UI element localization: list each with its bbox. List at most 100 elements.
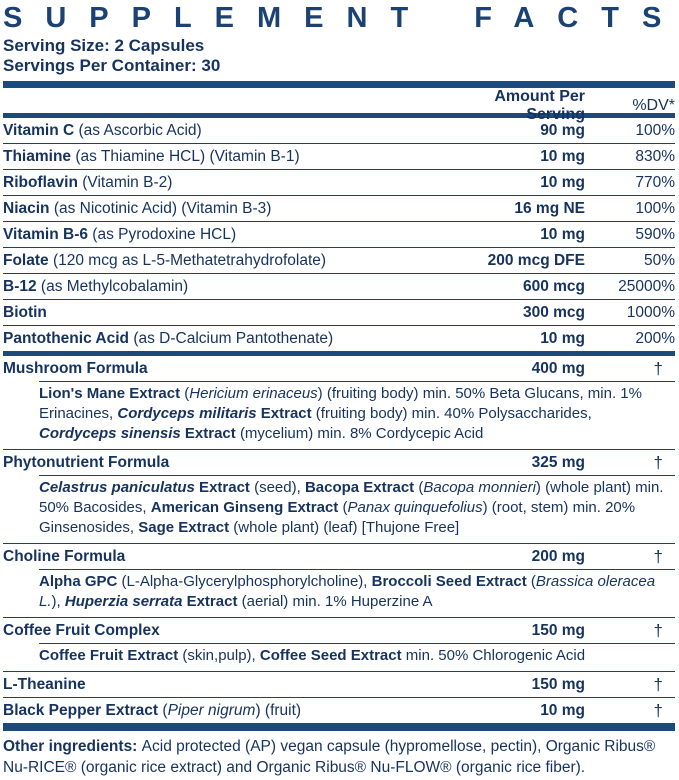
ingredient-dv: † (653, 452, 663, 472)
text-segment: B-12 (3, 277, 41, 295)
ingredient-dv: 200% (635, 329, 675, 347)
table-row: Black Pepper Extract (Piper nigrum) (fru… (3, 698, 675, 723)
text-segment: (120 mcg as L-5-Methatetrahydrofolate) (52, 251, 327, 269)
ingredient-name: Coffee Fruit Complex (3, 622, 435, 640)
text-segment: Cordyceps sinensis (39, 425, 181, 442)
text-segment: Mushroom Formula (3, 359, 148, 377)
ingredient-amount: 150 mg (531, 675, 585, 693)
table-row: Vitamin C (as Ascorbic Acid) 90 mg 100% (3, 118, 675, 143)
text-segment: Thiamine (3, 147, 76, 165)
row-rule (3, 195, 675, 196)
ingredient-name: Biotin (3, 304, 435, 322)
text-segment: (as D-Calcium Pantothenate) (133, 329, 334, 347)
ingredient-amount: 600 mcg (522, 277, 585, 295)
column-header-amount: Amount Per Serving (494, 88, 585, 123)
row-rule (3, 697, 675, 698)
ingredient-dv: † (653, 546, 663, 566)
row-rule (3, 449, 675, 450)
ingredient-amount: 300 mcg (522, 303, 585, 321)
text-segment: Hericium erinaceus (189, 385, 318, 402)
facts-table: Vitamin C (as Ascorbic Acid) 90 mg 100% Thi… (3, 118, 675, 731)
text-segment: Lion's Mane Extract (39, 385, 185, 402)
ingredient-amount: 10 mg (540, 329, 585, 347)
ingredient-amount: 200 mcg DFE (487, 251, 585, 269)
row-rule (3, 325, 675, 326)
other-ingredients: Other ingredients: Acid protected (AP) v… (3, 731, 675, 778)
text-segment: L-Theanine (3, 675, 86, 693)
text-segment: (aerial) min. 1% Huperzine A (241, 593, 433, 610)
text-segment: ) (fruit) (255, 701, 302, 719)
serving-info: Serving Size: 2 Capsules Servings Per Co… (3, 36, 675, 76)
text-segment: Panax quinquefolius (347, 499, 483, 516)
table-row: Riboflavin (Vitamin B-2) 10 mg 770% (3, 170, 675, 195)
table-row: Folate (120 mcg as L-5-Methatetrahydrofo… (3, 248, 675, 273)
ingredient-name: Pantothenic Acid (as D-Calcium Pantothen… (3, 330, 435, 348)
text-segment: ), (51, 593, 65, 610)
ingredient-name: Niacin (as Nicotinic Acid) (Vitamin B-3) (3, 200, 435, 218)
text-segment: (as Pyrodoxine HCL) (92, 225, 237, 243)
ingredient-amount: 16 mg NE (514, 199, 585, 217)
text-segment: (whole plant) (leaf) [Thujone Free] (233, 519, 460, 536)
text-segment: Brassica oleracea L. (39, 573, 656, 610)
text-segment: (L-Alpha-Glycerylphosphorylcholine), (121, 573, 372, 590)
table-row: L-Theanine 150 mg † (3, 672, 675, 697)
sub-ingredients: Lion's Mane Extract (Hericium erinaceus)… (3, 382, 675, 449)
row-rule-indented (39, 381, 675, 382)
row-rule-indented (39, 643, 675, 644)
text-segment: ( (530, 573, 536, 590)
ingredient-dv: † (653, 700, 663, 720)
ingredient-name: B-12 (as Methylcobalamin) (3, 278, 435, 296)
text-segment: Huperzia serrata (64, 593, 183, 610)
ingredient-dv: 770% (635, 173, 675, 191)
text-segment: Extract (256, 405, 316, 422)
ingredient-amount: 150 mg (531, 621, 585, 639)
ingredient-name: Riboflavin (Vitamin B-2) (3, 174, 435, 192)
ingredient-dv: † (653, 620, 663, 640)
table-row: Mushroom Formula 400 mg † (3, 356, 675, 381)
text-segment: Extract (194, 479, 255, 496)
text-segment: Extract (182, 593, 242, 610)
row-rule (3, 247, 675, 248)
sub-ingredients: Alpha GPC (L-Alpha-Glycerylphosphorylcho… (3, 570, 675, 617)
text-segment: ( (342, 499, 348, 516)
ingredient-dv: † (653, 674, 663, 694)
ingredient-dv: 1000% (626, 303, 675, 321)
text-segment: Bacopa monnieri (423, 479, 536, 496)
servings-per-container: Servings Per Container: 30 (3, 56, 221, 75)
ingredient-amount: 10 mg (540, 147, 585, 165)
table-row: Vitamin B-6 (as Pyrodoxine HCL) 10 mg 590% (3, 222, 675, 247)
text-segment: Acid protected (AP) vegan capsule (hypro… (3, 738, 656, 776)
table-row: Phytonutrient Formula 325 mg † (3, 450, 675, 475)
table-row: Pantothenic Acid (as D-Calcium Pantothen… (3, 326, 675, 351)
ingredient-name: Phytonutrient Formula (3, 454, 435, 472)
text-segment: Sage Extract (138, 519, 234, 536)
ingredient-amount: 10 mg (540, 225, 585, 243)
ingredient-amount: 325 mg (531, 453, 585, 471)
sub-ingredients: Coffee Fruit Extract (skin,pulp), Coffee… (3, 644, 675, 671)
text-segment: (mycelium) min. 8% Cordycepic Acid (239, 425, 484, 442)
text-segment: Coffee Seed Extract (259, 647, 406, 664)
text-segment: ) (root, stem) min. 20% Ginsenosides, (39, 499, 636, 536)
panel-title: SUPPLEMENT FACTS (3, 2, 675, 34)
table-row: Biotin 300 mcg 1000% (3, 300, 675, 325)
text-segment: Coffee Fruit Complex (3, 621, 160, 639)
row-rule (3, 221, 675, 222)
ingredient-dv: 25000% (618, 277, 675, 295)
row-rule (3, 617, 675, 618)
text-segment: ( (162, 701, 168, 719)
serving-size: Serving Size: 2 Capsules (3, 36, 205, 55)
row-rule (3, 273, 675, 274)
text-segment: (as Methylcobalamin) (40, 277, 189, 295)
table-row: Thiamine (as Thiamine HCL) (Vitamin B-1)… (3, 144, 675, 169)
text-segment: ( (418, 479, 424, 496)
text-segment: Cordyceps militaris (117, 405, 257, 422)
ingredient-dv: 830% (635, 147, 675, 165)
table-row: Choline Formula 200 mg † (3, 544, 675, 569)
column-header-row: Amount Per Serving %DV* (3, 88, 675, 123)
text-segment: Vitamin B-6 (3, 225, 93, 243)
row-rule (3, 671, 675, 672)
text-segment: (fruiting body) min. 40% Polysaccharides… (315, 405, 592, 422)
text-segment: Alpha GPC (39, 573, 122, 590)
text-segment: Black Pepper Extract (3, 701, 163, 719)
